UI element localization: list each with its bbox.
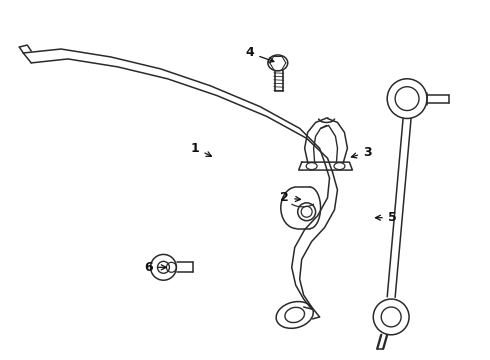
Text: 4: 4 [245,46,274,62]
Text: 1: 1 [191,142,211,156]
Text: 2: 2 [280,192,300,204]
Text: 6: 6 [144,261,166,274]
Text: 3: 3 [351,146,371,159]
Text: 5: 5 [375,211,396,224]
